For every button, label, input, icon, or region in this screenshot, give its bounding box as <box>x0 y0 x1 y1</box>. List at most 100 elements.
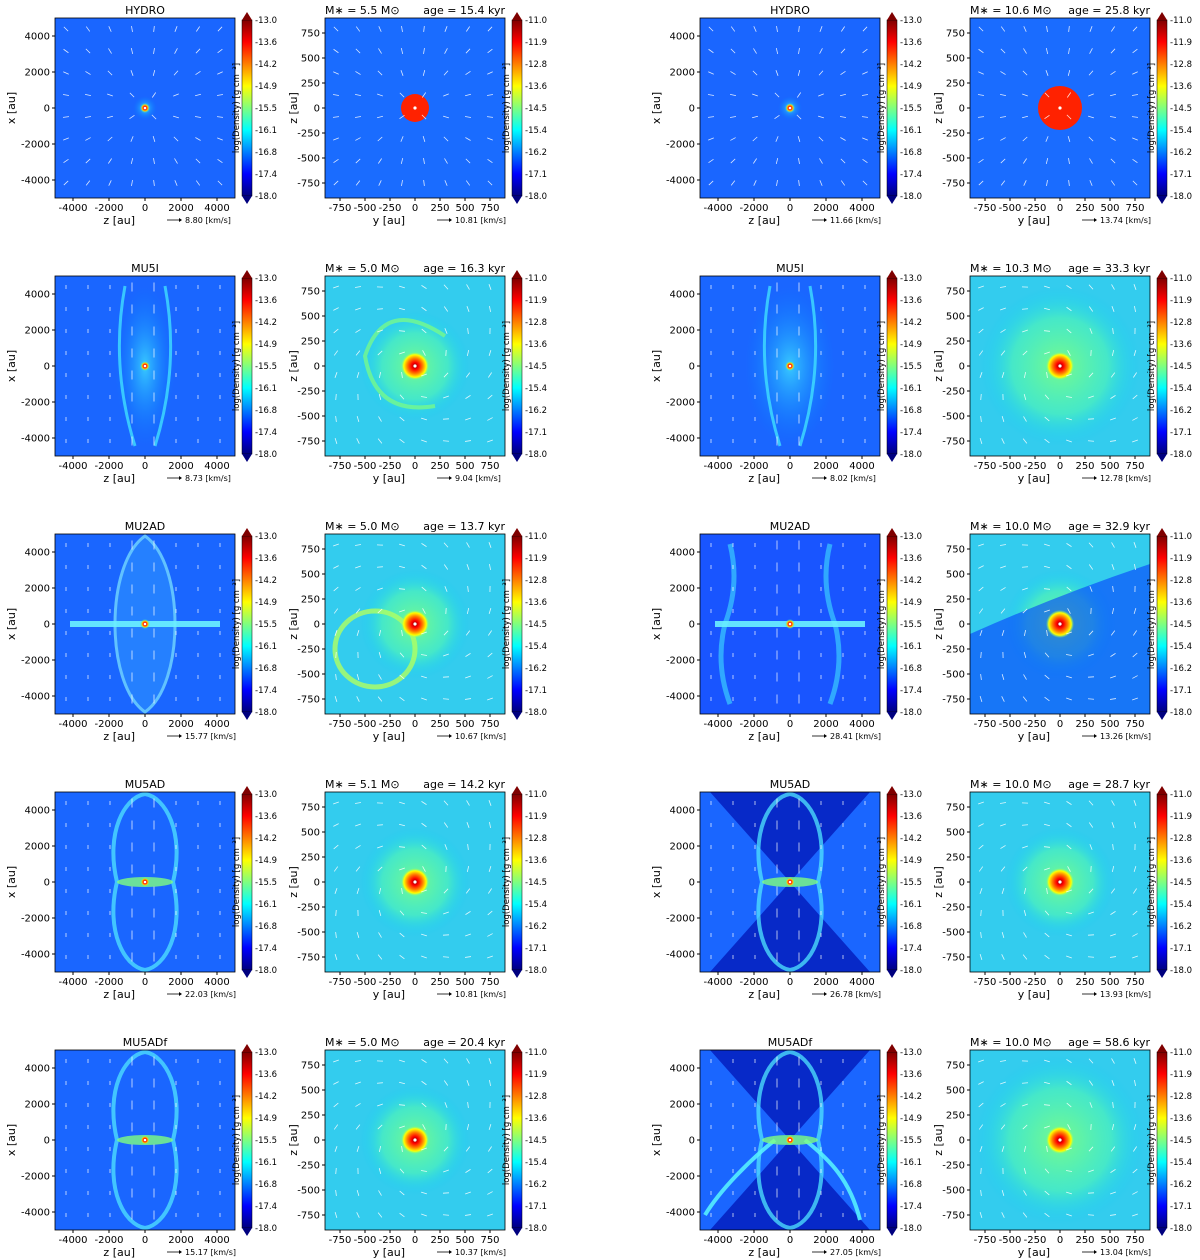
velocity-arrow <box>108 26 112 32</box>
colorbar-label: log(Density) [g cm⁻³] <box>1147 837 1157 927</box>
x-tick-label: -4000 <box>58 203 87 214</box>
velocity-arrow <box>1111 564 1115 570</box>
x-tick-label: -750 <box>974 977 997 988</box>
y-tick-label: -250 <box>297 903 320 914</box>
x-axis-label: y [au] <box>373 214 405 227</box>
x-tick-label: 4000 <box>849 1235 874 1246</box>
reference-arrow-head <box>179 992 182 996</box>
x-tick-label: 4000 <box>204 977 229 988</box>
velocity-arrow <box>423 179 425 187</box>
x-tick-label: 0 <box>1057 1235 1063 1246</box>
reference-arrow-head <box>449 734 452 738</box>
velocity-arrow <box>333 565 339 569</box>
velocity-arrow <box>464 440 472 442</box>
velocity-arrow <box>130 136 134 142</box>
velocity-arrow <box>1132 48 1138 54</box>
velocity-arrow <box>489 563 491 571</box>
colorbar-label: log(Density) [g cm⁻³] <box>232 579 242 669</box>
velocity-arrow <box>979 1212 983 1218</box>
y-tick-label: 250 <box>301 853 320 864</box>
velocity-arrow <box>1022 93 1028 97</box>
panel-mu5ad-right-face: M∗ = 10.0 M⊙ age = 28.7 kyr-750 -500 -250 0 2… <box>932 778 1192 1001</box>
velocity-arrow <box>377 696 383 702</box>
velocity-arrow <box>1046 887 1048 895</box>
velocity-arrow <box>84 93 92 97</box>
x-tick-label: 0 <box>142 977 148 988</box>
velocity-arrow <box>465 180 471 186</box>
colorbar-tick-label: -16.2 <box>1170 1180 1192 1190</box>
y-tick-label: -4000 <box>666 950 695 961</box>
velocity-arrow <box>1001 954 1005 960</box>
velocity-arrow <box>464 1214 472 1216</box>
colorbar-tick-label: -14.5 <box>1170 620 1192 630</box>
y-tick-label: 500 <box>946 1086 965 1097</box>
x-axis-label: y [au] <box>1018 472 1050 485</box>
y-axis-label: z [au] <box>287 350 300 382</box>
y-tick-label: 250 <box>946 337 965 348</box>
colorbar-tick-label: -16.1 <box>900 1158 922 1168</box>
reference-arrow-head <box>449 992 452 996</box>
velocity-arrow <box>377 329 383 333</box>
panel-hydro-right-edge: HYDRO -4000 -2000 0 2000 4000 4000 2000 0 -2000 -4… <box>650 4 922 227</box>
colorbar-tick-label: -15.4 <box>1170 1158 1192 1168</box>
velocity-arrow <box>840 180 846 186</box>
y-tick-label: 2000 <box>670 326 695 337</box>
velocity-arrow <box>819 158 823 164</box>
velocity-arrow <box>1043 588 1051 590</box>
velocity-arrow <box>356 954 360 960</box>
velocity-arrow <box>1110 911 1116 915</box>
y-tick-label: 2000 <box>670 1100 695 1111</box>
velocity-arrow <box>978 350 984 356</box>
velocity-arrow <box>378 180 382 186</box>
velocity-arrow <box>131 25 133 33</box>
velocity-arrow <box>466 1080 470 1086</box>
x-tick-label: 750 <box>1125 977 1144 988</box>
velocity-arrow <box>444 328 448 334</box>
velocity-arrow <box>1022 866 1028 872</box>
velocity-arrow <box>464 698 472 700</box>
velocity-arrow <box>1022 1124 1028 1130</box>
sink-particle <box>143 622 147 626</box>
velocity-arrow <box>489 1079 491 1087</box>
y-tick-label: -250 <box>942 129 965 140</box>
colorbar-tick-label: -13.6 <box>255 296 277 306</box>
velocity-arrow <box>1000 307 1006 311</box>
velocity-arrow <box>1088 630 1094 636</box>
velocity-arrow <box>1132 158 1138 164</box>
colorbar-tick-label: -18.0 <box>525 1224 547 1234</box>
y-tick-label: -750 <box>297 695 320 706</box>
velocity-arrow <box>195 137 201 141</box>
velocity-arrow <box>378 674 382 680</box>
colorbar-tick-label: -18.0 <box>525 708 547 718</box>
velocity-arrow <box>1000 329 1006 333</box>
y-tick-label: 0 <box>314 104 320 115</box>
colorbar-extend-max <box>887 12 897 20</box>
colorbar-extend-max <box>1157 786 1167 794</box>
colorbar-label: log(Density) [g cm⁻³] <box>502 837 512 927</box>
velocity-arrow <box>796 114 802 120</box>
x-axis-label: z [au] <box>748 472 780 485</box>
colorbar-tick-label: -16.1 <box>900 642 922 652</box>
colorbar-extend-max <box>512 786 522 794</box>
colorbar: -13.0 -13.6 -14.2 -14.9 -15.5 -16.1 -16.8 -17.4… <box>877 270 922 462</box>
y-tick-label: 0 <box>689 104 695 115</box>
velocity-arrow <box>333 26 339 32</box>
sink-particle <box>1058 1138 1062 1142</box>
velocity-arrow <box>466 822 470 828</box>
velocity-arrow <box>1045 157 1049 165</box>
y-tick-label: 0 <box>689 362 695 373</box>
velocity-arrow <box>334 1146 338 1152</box>
panels: HYDRO -4000 -2000 0 2000 4000 4000 2000 0 -2000 -4… <box>5 4 1192 1259</box>
velocity-arrow <box>980 393 982 401</box>
colorbar-tick-label: -14.5 <box>1170 104 1192 114</box>
reference-velocity-label: 8.02 [km/s] <box>830 474 876 483</box>
velocity-arrow <box>1132 652 1138 658</box>
velocity-arrow <box>377 954 383 960</box>
colorbar-tick-label: -13.0 <box>255 274 277 284</box>
velocity-arrow <box>129 92 135 98</box>
velocity-arrow <box>999 802 1007 804</box>
colorbar: -13.0 -13.6 -14.2 -14.9 -15.5 -16.1 -16.8 -17.4… <box>877 1044 922 1236</box>
velocity-arrow <box>1109 698 1117 700</box>
velocity-arrow <box>355 608 361 614</box>
velocity-arrow <box>194 116 202 118</box>
